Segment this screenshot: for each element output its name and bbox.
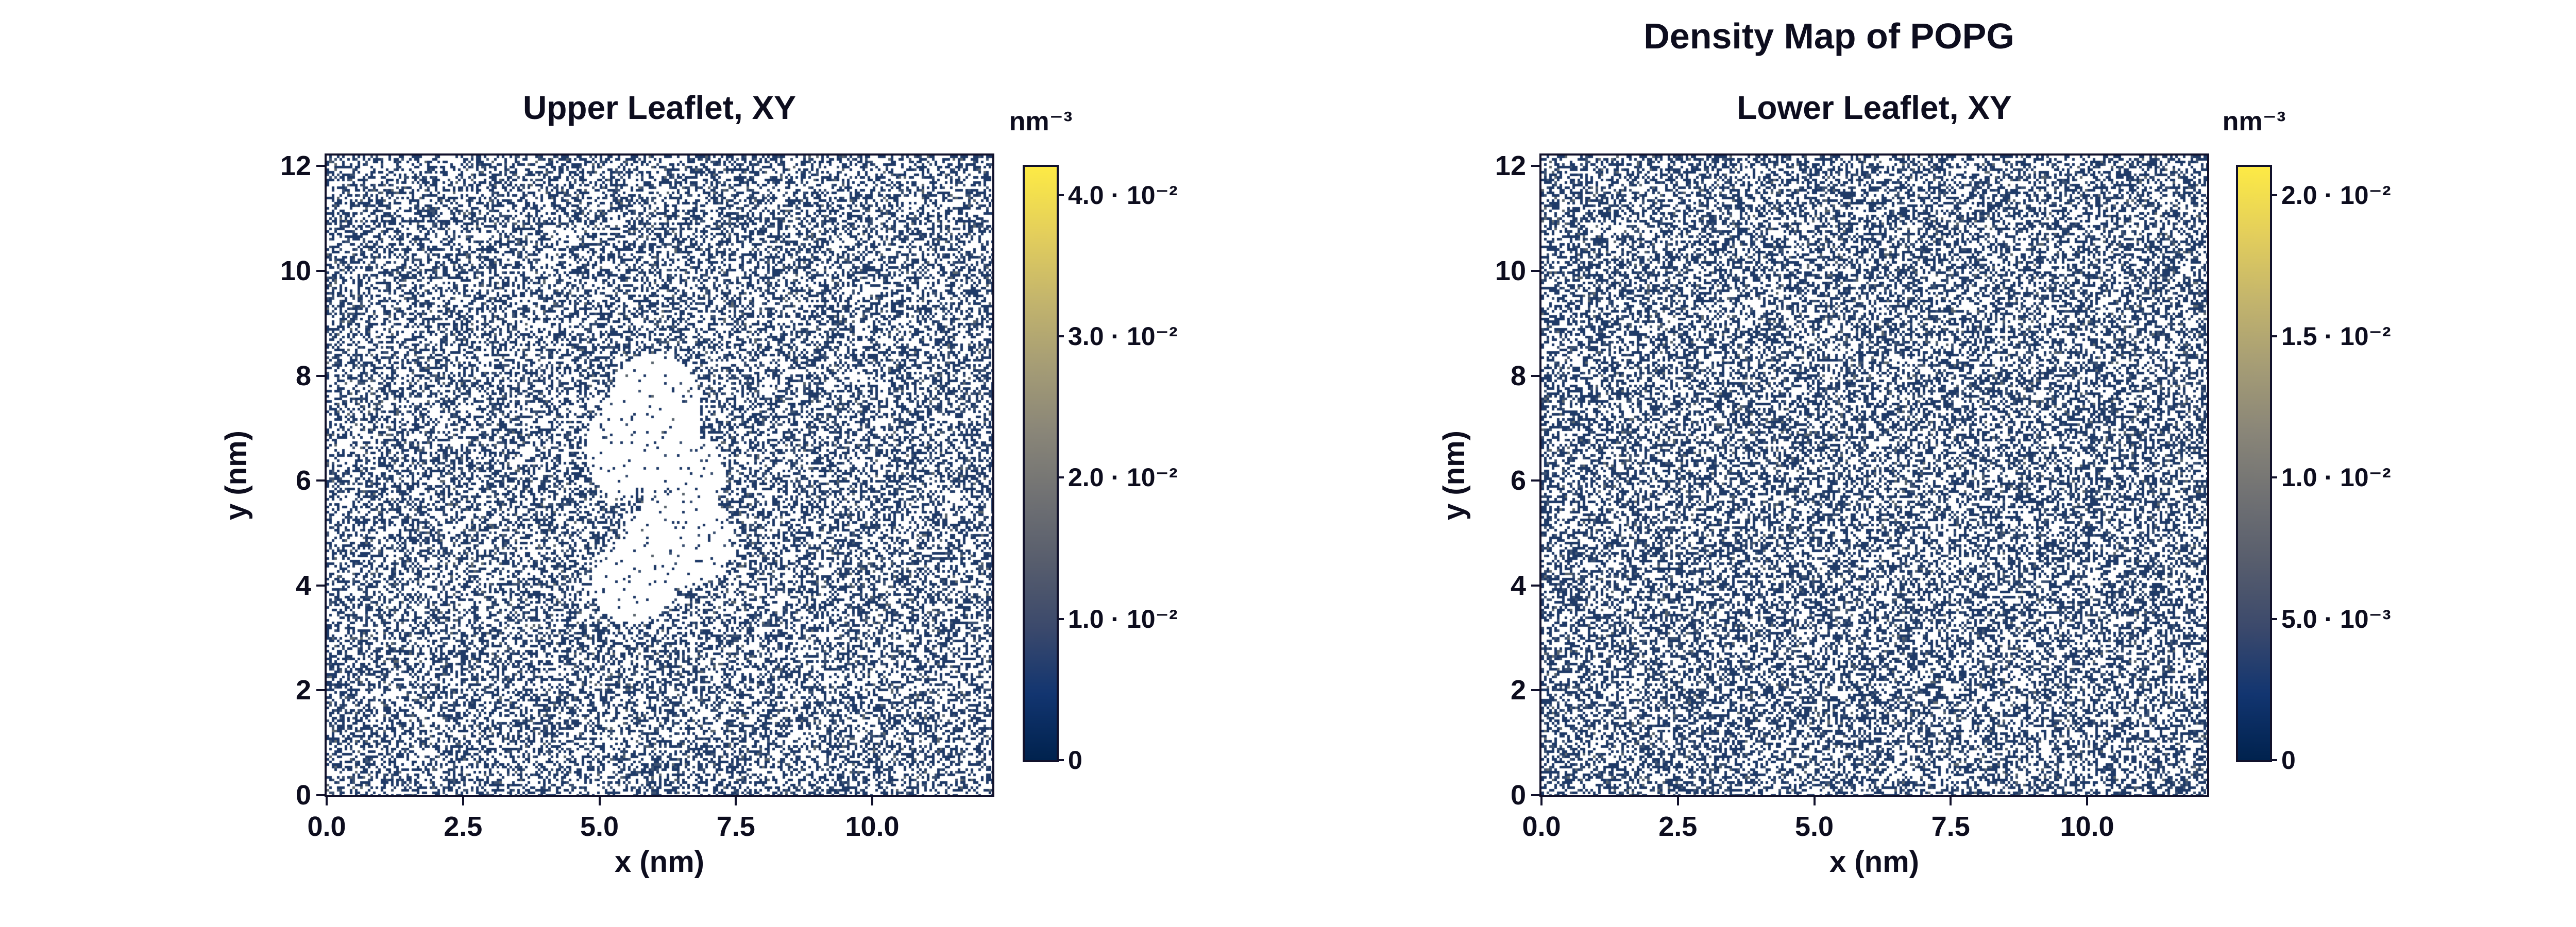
lower-leaflet-x-axis-label: x (nm) bbox=[1829, 845, 1919, 879]
x-tick-label: 7.5 bbox=[716, 811, 755, 842]
x-tick-label: 0.0 bbox=[1522, 811, 1561, 842]
x-tick-label: 2.5 bbox=[1658, 811, 1698, 842]
y-tick-mark bbox=[1531, 479, 1539, 482]
y-tick-label: 8 bbox=[1510, 360, 1526, 391]
lower-leaflet-title: Lower Leaflet, XY bbox=[1737, 89, 2012, 126]
colorbar-tick-mark bbox=[2270, 335, 2277, 338]
x-tick-label: 5.0 bbox=[1794, 811, 1834, 842]
x-tick-label: 10.0 bbox=[2060, 811, 2114, 842]
x-tick-label: 2.5 bbox=[444, 811, 483, 842]
x-tick-mark bbox=[871, 797, 874, 805]
upper-leaflet-axes: 0.0 2.5 5.0 7.5 10.0 0 2 4 6 8 10 12 bbox=[280, 150, 994, 842]
x-tick-mark bbox=[326, 797, 328, 805]
y-tick-mark bbox=[316, 794, 325, 796]
colorbar-tick-mark bbox=[1057, 617, 1064, 620]
x-tick-mark bbox=[735, 797, 737, 805]
colorbar-tick-label: 0 bbox=[2281, 746, 2296, 775]
x-tick-mark bbox=[1813, 797, 1816, 805]
y-tick-mark bbox=[1531, 584, 1539, 587]
lower-leaflet-y-axis-label: y (nm) bbox=[1437, 431, 1471, 520]
colorbar-tick-label: 2.0 · 10⁻² bbox=[2281, 180, 2391, 210]
y-tick-mark bbox=[316, 165, 325, 167]
y-tick-label: 6 bbox=[1510, 465, 1526, 496]
x-tick-mark bbox=[1676, 797, 1679, 805]
y-tick-mark bbox=[1531, 374, 1539, 377]
y-tick-mark bbox=[1531, 165, 1539, 167]
upper-leaflet-colorbar-unit-label: nm⁻³ bbox=[1009, 107, 1073, 136]
y-tick-label: 10 bbox=[1495, 255, 1526, 286]
colorbar-tick-label: 4.0 · 10⁻² bbox=[1068, 180, 1178, 210]
lower-leaflet-axes: 0.0 2.5 5.0 7.5 10.0 0 2 4 6 8 10 12 bbox=[1495, 150, 2209, 842]
x-tick-label: 0.0 bbox=[307, 811, 346, 842]
colorbar-tick-label: 0 bbox=[1068, 746, 1082, 775]
y-tick-label: 2 bbox=[295, 675, 311, 706]
colorbar-tick-mark bbox=[2270, 194, 2277, 196]
upper-leaflet-title: Upper Leaflet, XY bbox=[523, 89, 796, 126]
y-tick-label: 0 bbox=[295, 780, 311, 811]
colorbar-tick-mark bbox=[1057, 476, 1064, 479]
x-tick-mark bbox=[462, 797, 464, 805]
y-tick-label: 4 bbox=[295, 570, 311, 601]
y-tick-mark bbox=[316, 584, 325, 587]
y-tick-mark bbox=[1531, 269, 1539, 272]
colorbar-tick-label: 1.0 · 10⁻² bbox=[2281, 463, 2391, 492]
x-tick-mark bbox=[1950, 797, 1952, 805]
lower-leaflet-colorbar: 0 5.0 · 10⁻³ 1.0 · 10⁻² 1.5 · 10⁻² 2.0 · 10⁻… bbox=[2236, 165, 2391, 775]
colorbar-tick-mark bbox=[2270, 617, 2277, 620]
y-tick-label: 10 bbox=[280, 255, 311, 286]
y-tick-label: 4 bbox=[1510, 570, 1526, 601]
x-tick-mark bbox=[1540, 797, 1543, 805]
colorbar-tick-mark bbox=[1057, 759, 1064, 761]
colorbar-tick-mark bbox=[1057, 194, 1064, 196]
x-tick-mark bbox=[2086, 797, 2089, 805]
y-tick-mark bbox=[1531, 689, 1539, 692]
upper-leaflet-y-axis-label: y (nm) bbox=[219, 431, 253, 520]
y-tick-mark bbox=[316, 689, 325, 692]
y-tick-mark bbox=[316, 479, 325, 482]
y-tick-mark bbox=[316, 374, 325, 377]
colorbar-tick-mark bbox=[1057, 335, 1064, 338]
x-tick-label: 5.0 bbox=[580, 811, 619, 842]
colorbar-tick-mark bbox=[2270, 759, 2277, 761]
y-tick-mark bbox=[316, 269, 325, 272]
x-tick-mark bbox=[598, 797, 601, 805]
y-tick-label: 6 bbox=[295, 465, 311, 496]
colorbar-tick-label: 2.0 · 10⁻² bbox=[1068, 463, 1178, 492]
upper-leaflet-x-axis-label: x (nm) bbox=[615, 845, 704, 879]
figure-title: Density Map of POPG bbox=[1643, 16, 2014, 56]
y-tick-label: 0 bbox=[1510, 780, 1526, 811]
y-tick-label: 12 bbox=[1495, 150, 1526, 182]
y-tick-label: 8 bbox=[295, 360, 311, 391]
colorbar-tick-mark bbox=[2270, 476, 2277, 479]
x-tick-label: 10.0 bbox=[845, 811, 900, 842]
colorbar-tick-label: 1.0 · 10⁻² bbox=[1068, 604, 1178, 633]
colorbar-tick-label: 3.0 · 10⁻² bbox=[1068, 322, 1178, 351]
upper-leaflet-density-canvas bbox=[327, 156, 992, 795]
upper-leaflet-colorbar: 0 1.0 · 10⁻² 2.0 · 10⁻² 3.0 · 10⁻² 4.0 · 10⁻… bbox=[1023, 165, 1178, 775]
y-tick-label: 2 bbox=[1510, 675, 1526, 706]
colorbar-tick-label: 1.5 · 10⁻² bbox=[2281, 322, 2391, 351]
lower-leaflet-density-canvas bbox=[1541, 156, 2207, 795]
x-tick-label: 7.5 bbox=[1931, 811, 1970, 842]
y-tick-mark bbox=[1531, 794, 1539, 796]
lower-leaflet-colorbar-unit-label: nm⁻³ bbox=[2222, 107, 2286, 136]
colorbar-tick-label: 5.0 · 10⁻³ bbox=[2281, 604, 2391, 633]
y-tick-label: 12 bbox=[280, 150, 311, 182]
